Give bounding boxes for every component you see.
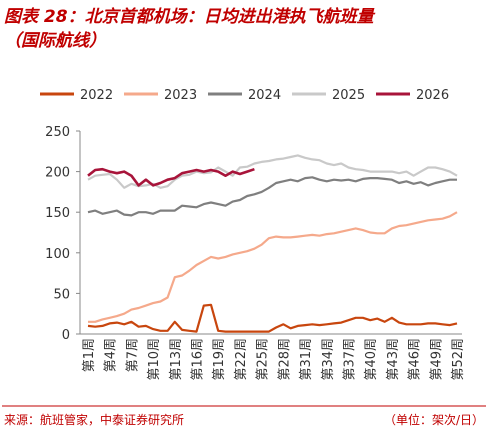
x-tick-label: 第43周 xyxy=(386,338,401,381)
unit: （单位：架次/日） xyxy=(384,412,484,427)
x-tick-label: 第37周 xyxy=(342,338,357,381)
legend-label: 2025 xyxy=(332,88,365,103)
chart-title: 图表 28：北京首都机场：日均进出港执飞航班量 xyxy=(4,7,376,27)
x-tick-label: 第25周 xyxy=(256,338,271,381)
series-line xyxy=(87,167,255,187)
x-tick-label: 第7周 xyxy=(125,338,140,372)
y-tick-label: 250 xyxy=(45,125,70,140)
series-line xyxy=(87,154,458,189)
y-tick-label: 100 xyxy=(45,247,70,262)
legend-label: 2024 xyxy=(248,88,281,103)
x-tick-label: 第10周 xyxy=(147,338,162,381)
x-tick-label: 第4周 xyxy=(104,338,119,372)
x-tick-label: 第49周 xyxy=(429,338,444,381)
y-tick-label: 50 xyxy=(53,287,70,302)
x-tick-label: 第46周 xyxy=(408,338,423,381)
x-tick-label: 第13周 xyxy=(169,338,184,381)
x-tick-label: 第16周 xyxy=(191,338,206,381)
y-tick-label: 0 xyxy=(62,328,70,343)
x-tick-label: 第52周 xyxy=(451,338,466,381)
y-tick-label: 200 xyxy=(45,166,70,181)
x-tick-label: 第1周 xyxy=(82,338,97,372)
y-tick-label: 150 xyxy=(45,206,70,221)
x-tick-label: 第34周 xyxy=(321,338,336,381)
x-tick-label: 第40周 xyxy=(364,338,379,381)
legend-label: 2023 xyxy=(164,88,197,103)
x-tick-label: 第19周 xyxy=(212,338,227,381)
series-line xyxy=(87,176,457,217)
series-line xyxy=(88,211,458,323)
chart-title: （国际航线） xyxy=(4,31,106,51)
x-tick-label: 第28周 xyxy=(277,338,292,381)
series-line xyxy=(87,303,458,333)
source: 来源：航班管家，中泰证券研究所 xyxy=(4,412,184,427)
x-tick-label: 第22周 xyxy=(234,338,249,381)
x-tick-label: 第31周 xyxy=(299,338,314,381)
legend-label: 2026 xyxy=(416,88,449,103)
legend-label: 2022 xyxy=(80,88,113,103)
